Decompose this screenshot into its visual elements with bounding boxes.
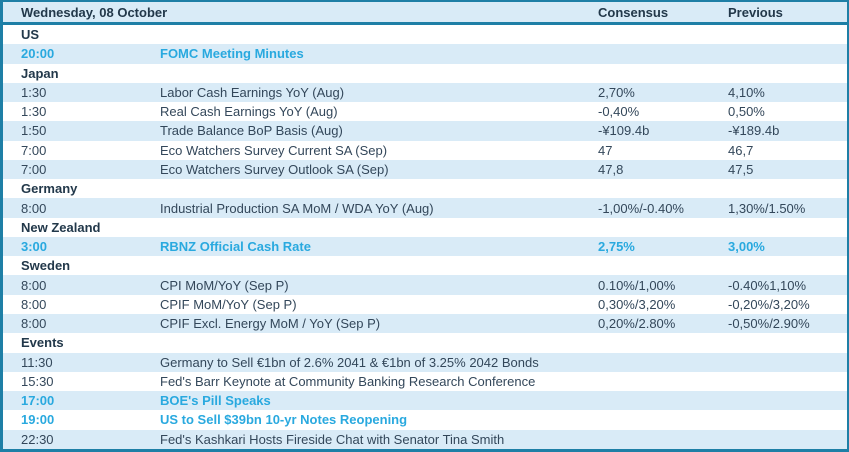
event-name: Industrial Production SA MoM / WDA YoY (… (160, 200, 434, 216)
consensus-value: 47,8 (598, 161, 624, 177)
event-time: 17:00 (21, 393, 55, 409)
section-row-events: Events (3, 333, 847, 352)
table-header-row: Wednesday, 08 October Consensus Previous (3, 2, 847, 25)
event-name: Fed's Barr Keynote at Community Banking … (160, 373, 536, 389)
event-time: 1:50 (21, 123, 47, 139)
event-row: 7:00 Eco Watchers Survey Current SA (Sep)… (3, 141, 847, 160)
event-time: 8:00 (21, 296, 47, 312)
event-time: 3:00 (21, 239, 48, 255)
previous-value: -¥189.4b (728, 123, 780, 139)
previous-value: 4,10% (728, 84, 765, 100)
previous-value: 3,00% (728, 239, 765, 255)
event-name: BOE's Pill Speaks (160, 393, 271, 409)
section-label: New Zealand (21, 219, 101, 235)
section-label: Germany (21, 181, 78, 197)
previous-value: 1,30%/1.50% (728, 200, 806, 216)
event-name: CPI MoM/YoY (Sep P) (160, 277, 289, 293)
event-name: Trade Balance BoP Basis (Aug) (160, 123, 343, 139)
consensus-value: 0.10%/1,00% (598, 277, 676, 293)
section-row-japan: Japan (3, 64, 847, 83)
section-label: Japan (21, 65, 59, 81)
event-name: Germany to Sell €1bn of 2.6% 2041 & €1bn… (160, 354, 539, 370)
event-time: 7:00 (21, 142, 47, 158)
event-name: Eco Watchers Survey Current SA (Sep) (160, 142, 388, 158)
event-name: Eco Watchers Survey Outlook SA (Sep) (160, 161, 389, 177)
event-row: 15:30 Fed's Barr Keynote at Community Ban… (3, 372, 847, 391)
event-name: Labor Cash Earnings YoY (Aug) (160, 84, 345, 100)
table-body: US 20:00 FOMC Meeting Minutes Japan 1:30 Labo… (3, 25, 847, 449)
event-time: 20:00 (21, 46, 55, 62)
event-row: 1:50 Trade Balance BoP Basis (Aug) -¥109.4… (3, 121, 847, 141)
event-row: 1:30 Real Cash Earnings YoY (Aug) -0,40% 0,… (3, 102, 847, 121)
consensus-value: 2,75% (598, 239, 635, 255)
event-row: 7:00 Eco Watchers Survey Outlook SA (Sep)… (3, 159, 847, 180)
previous-value: -0,50%/2.90% (728, 316, 810, 332)
consensus-value: -1,00%/-0.40% (598, 200, 684, 216)
event-time: 15:30 (21, 373, 54, 389)
event-name: CPIF Excl. Energy MoM / YoY (Sep P) (160, 316, 381, 332)
event-row: 17:00 BOE's Pill Speaks (3, 391, 847, 411)
event-name: Fed's Kashkari Hosts Fireside Chat with … (160, 431, 505, 447)
event-name: US to Sell $39bn 10-yr Notes Reopening (160, 412, 408, 428)
event-row: 19:00 US to Sell $39bn 10-yr Notes Reopen… (3, 410, 847, 429)
event-name: CPIF MoM/YoY (Sep P) (160, 296, 297, 312)
previous-column-header: Previous (728, 4, 783, 20)
event-row: 20:00 FOMC Meeting Minutes (3, 44, 847, 64)
previous-value: -0.40%1,10% (728, 277, 807, 293)
previous-value: 47,5 (728, 161, 754, 177)
event-row: 3:00 RBNZ Official Cash Rate 2,75% 3,00% (3, 236, 847, 257)
section-label: Sweden (21, 258, 71, 274)
event-time: 1:30 (21, 84, 47, 100)
event-row: 8:00 CPIF Excl. Energy MoM / YoY (Sep P) 0… (3, 313, 847, 334)
event-row: 8:00 CPIF MoM/YoY (Sep P) 0,30%/3,20% -0,20… (3, 295, 847, 314)
consensus-column-header: Consensus (598, 4, 669, 20)
event-name: RBNZ Official Cash Rate (160, 239, 311, 255)
event-row: 11:30 Germany to Sell €1bn of 2.6% 2041 &… (3, 352, 847, 372)
event-time: 7:00 (21, 161, 47, 177)
previous-value: 0,50% (728, 104, 765, 120)
event-row: 8:00 CPI MoM/YoY (Sep P) 0.10%/1,00% -0.40%… (3, 275, 847, 295)
section-row-sweden: Sweden (3, 256, 847, 275)
consensus-value: 2,70% (598, 84, 635, 100)
section-label: Events (21, 335, 64, 351)
section-row-new-zealand: New Zealand (3, 218, 847, 237)
consensus-value: -0,40% (598, 104, 640, 120)
event-time: 11:30 (21, 354, 53, 370)
section-row-us: US (3, 25, 847, 44)
section-label: US (21, 27, 40, 43)
event-name: FOMC Meeting Minutes (160, 46, 304, 62)
section-row-germany: Germany (3, 179, 847, 198)
event-time: 1:30 (21, 104, 47, 120)
consensus-value: -¥109.4b (598, 123, 650, 139)
event-row: 22:30 Fed's Kashkari Hosts Fireside Chat … (3, 429, 847, 449)
date-title: Wednesday, 08 October (21, 4, 168, 20)
event-time: 8:00 (21, 200, 47, 216)
event-row: 1:30 Labor Cash Earnings YoY (Aug) 2,70% 4,… (3, 82, 847, 103)
previous-value: -0,20%/3,20% (728, 296, 810, 312)
consensus-value: 0,30%/3,20% (598, 296, 676, 312)
event-time: 8:00 (21, 316, 47, 332)
event-time: 8:00 (21, 277, 47, 293)
event-name: Real Cash Earnings YoY (Aug) (160, 104, 338, 120)
event-time: 22:30 (21, 431, 54, 447)
previous-value: 46,7 (728, 142, 754, 158)
event-row: 8:00 Industrial Production SA MoM / WDA Y… (3, 198, 847, 218)
event-time: 19:00 (21, 412, 55, 428)
consensus-value: 47 (598, 142, 613, 158)
consensus-value: 0,20%/2.80% (598, 316, 676, 332)
